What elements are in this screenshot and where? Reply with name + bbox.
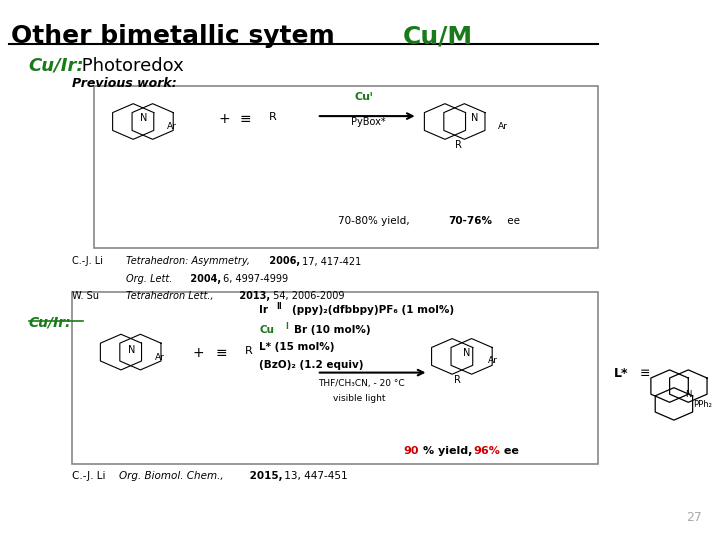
- Text: 70-76%: 70-76%: [448, 216, 492, 226]
- Text: 13, 447-451: 13, 447-451: [281, 471, 348, 482]
- Text: 2015,: 2015,: [246, 471, 283, 482]
- Text: Ar: Ar: [155, 353, 165, 362]
- Text: 96%: 96%: [474, 446, 500, 456]
- Text: 2006,: 2006,: [266, 256, 300, 267]
- Text: Cu: Cu: [259, 325, 274, 335]
- Text: R: R: [269, 112, 276, 122]
- Text: 90: 90: [403, 446, 419, 456]
- Text: +: +: [193, 346, 204, 360]
- Text: Photoredox: Photoredox: [76, 57, 184, 75]
- Text: (BzO)₂ (1.2 equiv): (BzO)₂ (1.2 equiv): [259, 360, 364, 370]
- Text: ee: ee: [500, 446, 519, 456]
- Text: +: +: [218, 112, 230, 126]
- Text: II: II: [276, 302, 282, 312]
- Text: 2004,: 2004,: [187, 274, 221, 284]
- Text: N: N: [685, 390, 692, 399]
- Text: Cu/Ir:: Cu/Ir:: [29, 316, 71, 330]
- Text: Ir: Ir: [259, 305, 268, 315]
- Text: N: N: [128, 345, 135, 355]
- Text: N: N: [463, 348, 470, 359]
- Text: R: R: [454, 375, 461, 386]
- Text: C.-J. Li: C.-J. Li: [72, 256, 103, 267]
- Text: Ar: Ar: [167, 122, 177, 131]
- Text: N: N: [471, 113, 478, 124]
- Text: 27: 27: [686, 511, 702, 524]
- Text: 6, 4997-4999: 6, 4997-4999: [220, 274, 288, 284]
- Text: Org. Biomol. Chem.,: Org. Biomol. Chem.,: [119, 471, 223, 482]
- Text: (ppy)₂(dfbbpy)PF₆ (1 mol%): (ppy)₂(dfbbpy)PF₆ (1 mol%): [292, 305, 454, 315]
- Text: Ar: Ar: [488, 356, 498, 366]
- Text: Cuᴵ: Cuᴵ: [354, 91, 373, 102]
- Text: C.-J. Li: C.-J. Li: [72, 471, 106, 482]
- Bar: [94, 86, 598, 248]
- Text: ≡: ≡: [632, 367, 651, 380]
- Text: W. Su: W. Su: [72, 291, 99, 301]
- Text: ≡: ≡: [216, 346, 228, 360]
- Text: 2013,: 2013,: [236, 291, 270, 301]
- Text: PPh₂: PPh₂: [693, 400, 711, 409]
- Text: Org. Lett.: Org. Lett.: [126, 274, 172, 284]
- Text: Ar: Ar: [498, 122, 508, 131]
- Text: R: R: [455, 140, 462, 151]
- Text: Other bimetallic sytem: Other bimetallic sytem: [11, 24, 343, 48]
- Text: ee: ee: [504, 216, 520, 226]
- Text: Cu/Ir:: Cu/Ir:: [29, 57, 84, 75]
- Text: PyBox*: PyBox*: [351, 117, 386, 127]
- Bar: [72, 292, 598, 464]
- Text: R: R: [245, 346, 253, 356]
- Text: THF/CH₃CN, - 20 °C: THF/CH₃CN, - 20 °C: [318, 379, 405, 388]
- Text: visible light: visible light: [333, 394, 385, 403]
- Text: % yield,: % yield,: [423, 446, 477, 456]
- Text: L*: L*: [614, 367, 629, 380]
- Text: Cu/M: Cu/M: [403, 24, 473, 48]
- Text: I: I: [285, 322, 288, 331]
- Text: ≡: ≡: [240, 112, 251, 126]
- Text: N: N: [140, 113, 148, 124]
- Text: Previous work:: Previous work:: [72, 77, 176, 90]
- Text: L* (15 mol%): L* (15 mol%): [259, 342, 335, 353]
- Text: 70-80% yield,: 70-80% yield,: [338, 216, 413, 226]
- Text: 17, 417-421: 17, 417-421: [299, 256, 361, 267]
- Text: Br (10 mol%): Br (10 mol%): [294, 325, 370, 335]
- Text: 54, 2006-2009: 54, 2006-2009: [270, 291, 344, 301]
- Text: Tetrahedron: Asymmetry,: Tetrahedron: Asymmetry,: [126, 256, 250, 267]
- Text: Tetrahedron Lett.,: Tetrahedron Lett.,: [126, 291, 214, 301]
